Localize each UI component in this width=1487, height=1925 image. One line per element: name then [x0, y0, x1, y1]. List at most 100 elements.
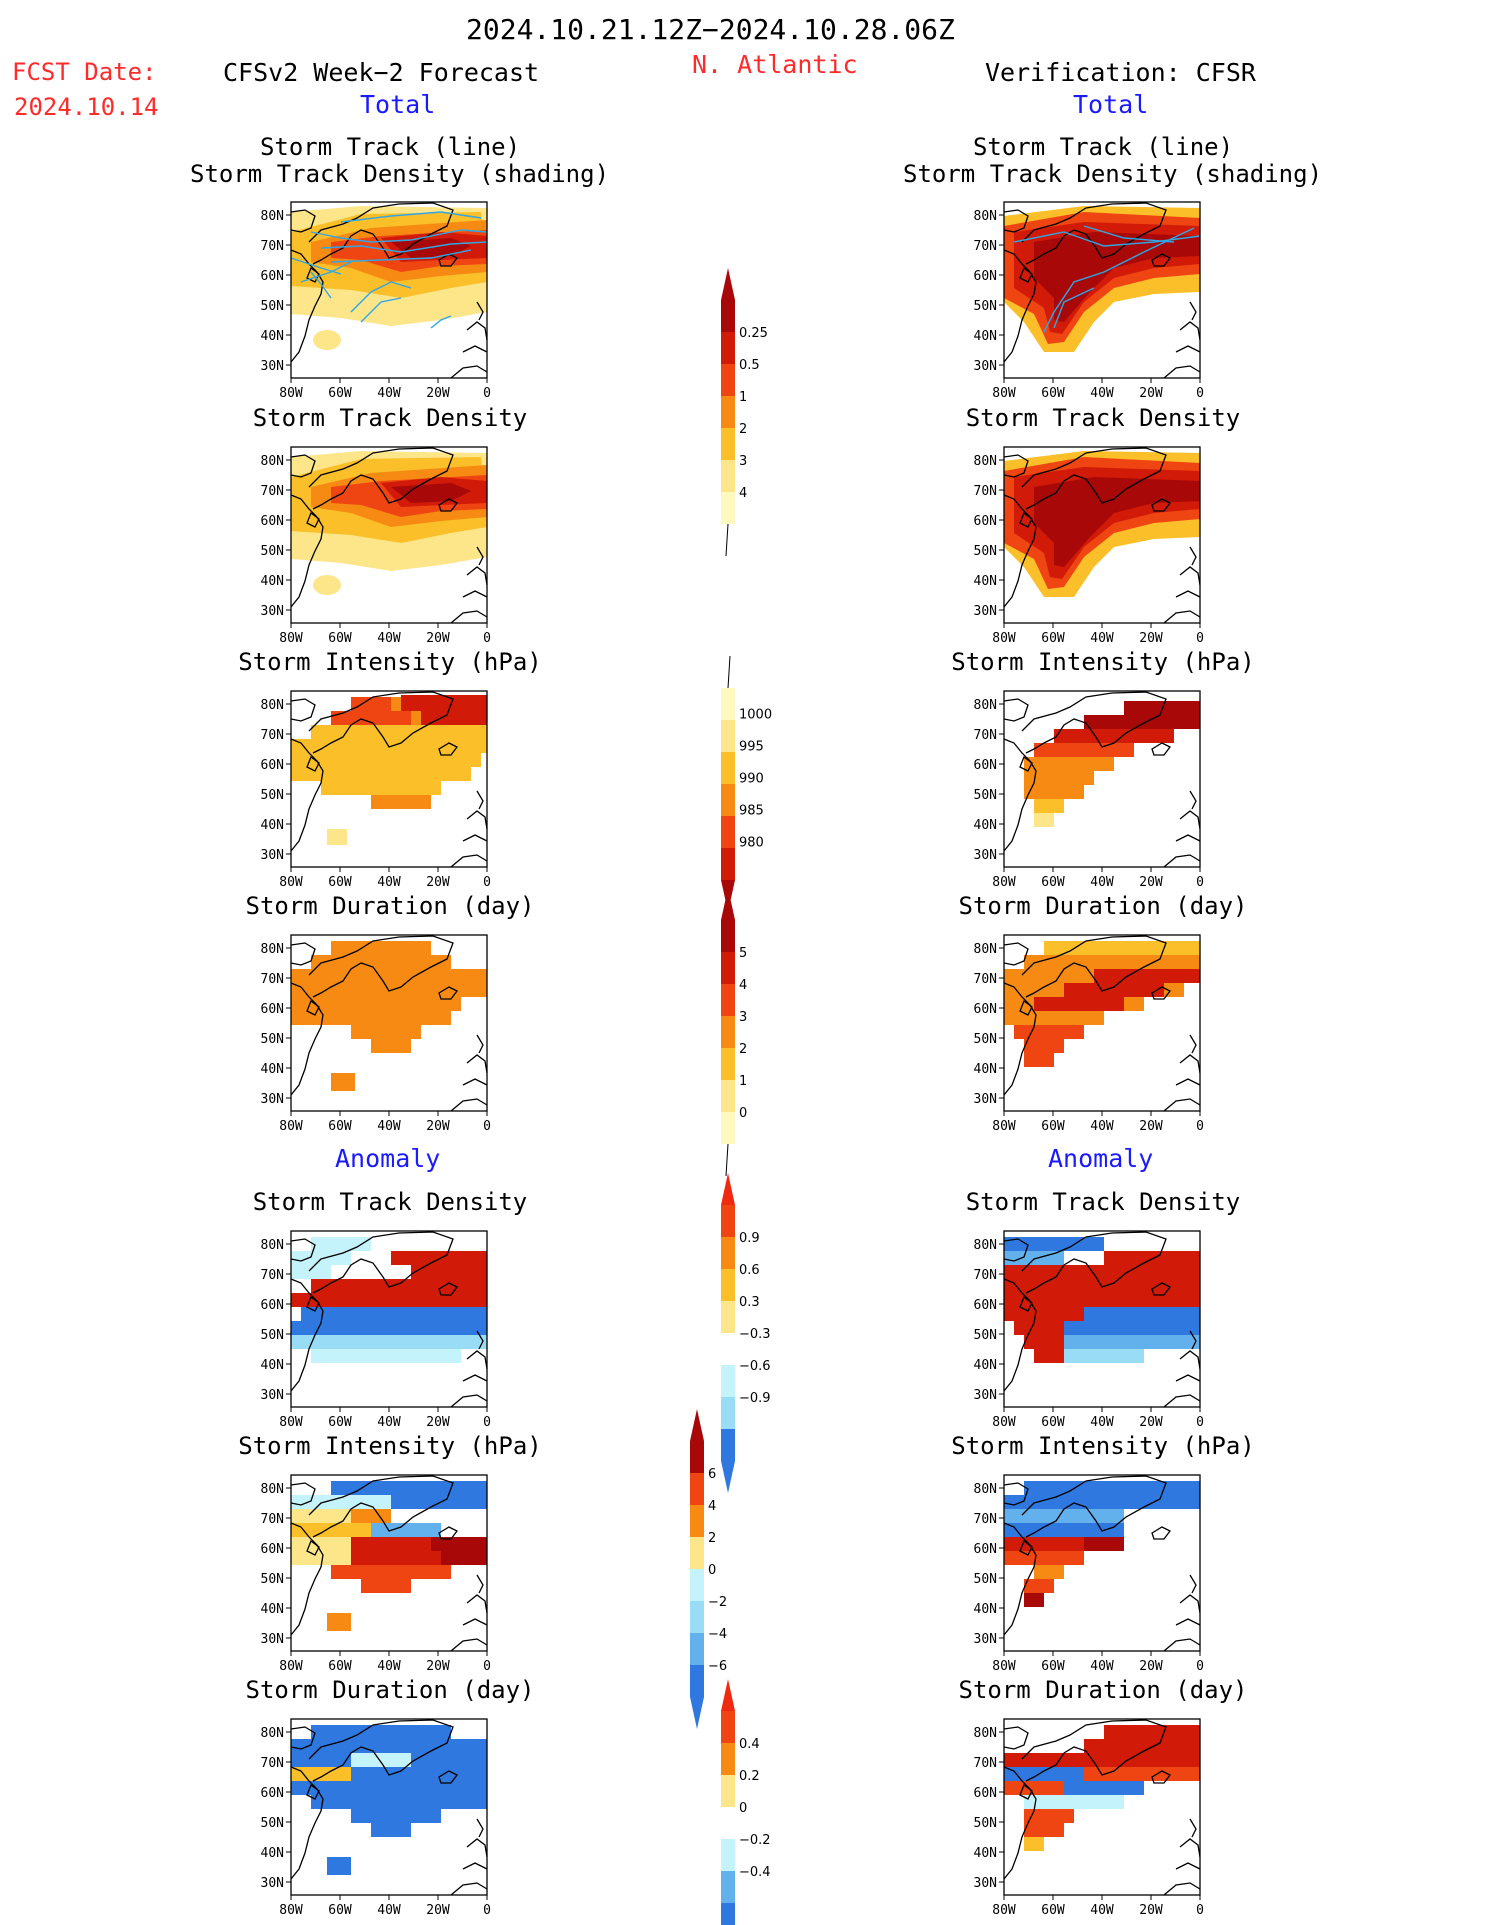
- lat-tick-label: 40N: [974, 818, 997, 833]
- colorbar-segment: [721, 952, 735, 984]
- lat-tick-label: 50N: [261, 1328, 284, 1343]
- lat-tick-label: 50N: [261, 1572, 284, 1587]
- lat-tick-label: 80N: [261, 1726, 284, 1741]
- lat-tick-label: 40N: [261, 574, 284, 589]
- lon-tick-label: 60W: [1041, 1119, 1065, 1134]
- title-intensity-anom-left: Storm Intensity (hPa): [238, 1432, 542, 1460]
- lon-tick-label: 60W: [328, 1903, 352, 1918]
- colorbar-density-anomaly: 0.9 0.6 0.3 −0.3 −0.6 −0.9: [713, 1167, 803, 1493]
- map-density-left: 80N 70N 60N 50N 40N 30N 80W 60W 40W 20W 0: [261, 446, 491, 646]
- map-track-right: 80N 70N 60N 50N 40N 30N 80W 60W 40W 20W 0: [974, 201, 1204, 401]
- lat-tick-label: 50N: [974, 299, 997, 314]
- map-density-anomaly-right-plot: 80N 70N 60N 50N 40N 30N 80W 60W 40W 20W 0: [974, 1230, 1204, 1430]
- map-density-right-plot: 80N 70N 60N 50N 40N 30N 80W 60W 40W 20W 0: [974, 446, 1204, 646]
- title-duration-anom-right: Storm Duration (day): [958, 1676, 1248, 1704]
- map-intensity-left: 80N 70N 60N 50N 40N 30N 80W 60W 40W 20W 0: [261, 690, 491, 890]
- colorbar-label: 1000: [739, 708, 772, 723]
- lat-tick-label: 30N: [974, 1876, 997, 1891]
- lon-tick-label: 20W: [426, 1119, 450, 1134]
- lon-tick-label: 20W: [1139, 386, 1163, 401]
- title-density-anom-right: Storm Track Density: [965, 1188, 1241, 1216]
- map-duration-left: 80N 70N 60N 50N 40N 30N 80W 60W 40W 20W 0: [261, 934, 491, 1134]
- lon-tick-label: 40W: [377, 631, 401, 646]
- lat-tick-label: 50N: [261, 1032, 284, 1047]
- lat-tick-label: 80N: [261, 1238, 284, 1253]
- lat-tick-label: 30N: [974, 1092, 997, 1107]
- lon-tick-label: 80W: [279, 1119, 303, 1134]
- lon-tick-label: 20W: [1139, 1415, 1163, 1430]
- lon-tick-label: 40W: [1090, 631, 1114, 646]
- lat-tick-label: 70N: [261, 1512, 284, 1527]
- lat-tick-label: 70N: [261, 728, 284, 743]
- lon-tick-label: 80W: [992, 631, 1016, 646]
- lat-tick-label: 50N: [974, 1032, 997, 1047]
- lat-tick-label: 50N: [974, 1816, 997, 1831]
- colorbar-segment: [721, 1807, 735, 1839]
- colorbar-label: 3: [739, 1010, 747, 1025]
- lon-tick-label: 40W: [1090, 386, 1114, 401]
- lat-tick-label: 70N: [974, 239, 997, 254]
- lon-tick-label: 80W: [279, 1415, 303, 1430]
- lon-tick-label: 80W: [279, 875, 303, 890]
- colorbar-segment: [721, 1205, 735, 1237]
- colorbar-segment: [721, 816, 735, 848]
- lat-tick-label: 50N: [974, 1572, 997, 1587]
- lat-tick-label: 60N: [261, 1542, 284, 1557]
- lon-tick-label: 20W: [426, 1659, 450, 1674]
- colorbar-segment: [721, 1365, 735, 1397]
- lat-tick-label: 80N: [974, 454, 997, 469]
- lon-tick-label: 0: [1196, 1659, 1204, 1674]
- lon-tick-label: 20W: [1139, 1903, 1163, 1918]
- colorbar-segment: [721, 460, 735, 492]
- lat-tick-label: 30N: [974, 604, 997, 619]
- lat-tick-label: 40N: [261, 329, 284, 344]
- colorbar-segment: [721, 1775, 735, 1807]
- map-density-anomaly-left: 80N 70N 60N 50N 40N 30N 80W 60W 40W 20W 0: [261, 1230, 491, 1430]
- lon-tick-label: 20W: [1139, 875, 1163, 890]
- map-intensity-right: 80N 70N 60N 50N 40N 30N 80W 60W 40W 20W 0: [974, 690, 1204, 890]
- colorbar-label: 5: [739, 946, 747, 961]
- lat-tick-label: 40N: [974, 1062, 997, 1077]
- map-duration-anomaly-right-plot: 80N 70N 60N 50N 40N 30N 80W 60W 40W 20W 0: [974, 1718, 1204, 1918]
- colorbar-segment: [721, 720, 735, 752]
- lat-tick-label: 30N: [974, 848, 997, 863]
- lat-tick-label: 50N: [974, 788, 997, 803]
- colorbar-segment: [721, 1112, 735, 1144]
- colorbar-segment: [721, 332, 735, 364]
- colorbar-label: 995: [739, 740, 764, 755]
- colorbar-segment: [721, 1839, 735, 1871]
- colorbar-label: −2: [708, 1595, 727, 1610]
- colorbar-segment: [721, 1397, 735, 1429]
- colorbar-label: 0.2: [739, 1769, 760, 1784]
- lon-tick-label: 0: [1196, 1415, 1204, 1430]
- lat-tick-label: 70N: [974, 972, 997, 987]
- lat-tick-label: 30N: [261, 604, 284, 619]
- colorbar-label: 0.3: [739, 1295, 760, 1310]
- lat-tick-label: 60N: [261, 1786, 284, 1801]
- colorbar-label: −0.2: [739, 1833, 771, 1848]
- lat-tick-label: 80N: [261, 209, 284, 224]
- title-intensity-anom-right: Storm Intensity (hPa): [951, 1432, 1255, 1460]
- lon-tick-label: 40W: [377, 1415, 401, 1430]
- lat-tick-label: 60N: [261, 758, 284, 773]
- lon-tick-label: 40W: [1090, 1119, 1114, 1134]
- colorbar-segment: [721, 784, 735, 816]
- colorbar-segment: [690, 1633, 704, 1665]
- lon-tick-label: 60W: [328, 1659, 352, 1674]
- map-duration-right-plot: 80N 70N 60N 50N 40N 30N 80W 60W 40W 20W 0: [974, 934, 1204, 1134]
- lat-tick-label: 40N: [974, 329, 997, 344]
- map-density-anomaly-right: 80N 70N 60N 50N 40N 30N 80W 60W 40W 20W 0: [974, 1230, 1204, 1430]
- lon-tick-label: 60W: [328, 1119, 352, 1134]
- lat-tick-label: 60N: [974, 1786, 997, 1801]
- lat-tick-label: 60N: [974, 758, 997, 773]
- lon-tick-label: 80W: [279, 631, 303, 646]
- title-duration-right: Storm Duration (day): [958, 892, 1248, 920]
- lat-tick-label: 50N: [261, 299, 284, 314]
- lon-tick-label: 0: [483, 1659, 491, 1674]
- lon-tick-label: 80W: [992, 1903, 1016, 1918]
- map-intensity-anomaly-right-plot: 80N 70N 60N 50N 40N 30N 80W 60W 40W 20W 0: [974, 1474, 1204, 1674]
- lat-tick-label: 80N: [974, 1726, 997, 1741]
- colorbar-segment: [721, 1429, 735, 1461]
- colorbar-label: 0: [739, 1106, 747, 1121]
- colorbar-segment: [721, 1237, 735, 1269]
